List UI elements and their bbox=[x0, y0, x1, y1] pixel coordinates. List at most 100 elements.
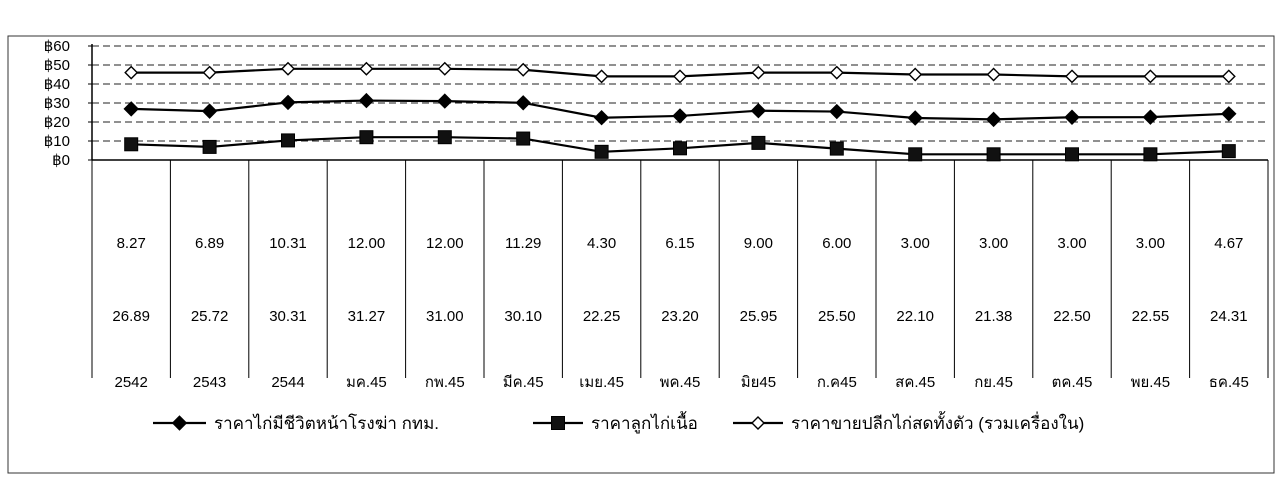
table-cell-chick-price: 10.31 bbox=[269, 235, 307, 252]
live-chicken-price-point bbox=[1221, 106, 1237, 122]
table-cell-chick-price: 6.00 bbox=[822, 235, 851, 252]
legend-label: ราคาไก่มีชีวิตหน้าโรงฆ่า กทม. bbox=[214, 413, 439, 433]
retail-chicken-price-point bbox=[908, 67, 923, 82]
chick-price-point bbox=[1143, 147, 1158, 162]
live-chicken-price-point bbox=[750, 102, 767, 119]
chick-price-point bbox=[124, 137, 139, 152]
live-chicken-price-point bbox=[515, 95, 531, 111]
chick-price-point bbox=[908, 147, 923, 162]
table-cell-chick-price: 6.89 bbox=[195, 235, 224, 252]
retail-chicken-price-point bbox=[594, 69, 609, 84]
x-tick-label: มิย45 bbox=[741, 374, 776, 391]
y-tick-label: ฿0 bbox=[52, 152, 70, 169]
data-table: 8.27 6.89 10.31 12.00 12.00 11.29 4.30 6.15 9.00… bbox=[91, 160, 1269, 391]
live-chicken-price-point bbox=[358, 92, 375, 109]
retail-chicken-price-point bbox=[673, 69, 687, 84]
live-chicken-price-point bbox=[437, 93, 453, 109]
x-tick-label: เมย.45 bbox=[579, 374, 624, 391]
retail-chicken-price-point bbox=[359, 61, 374, 76]
table-cell-live-chicken-price: 26.89 bbox=[112, 308, 150, 325]
chick-price-point bbox=[202, 139, 217, 154]
legend-label: ราคาลูกไก่เนื้อ bbox=[591, 411, 698, 434]
table-cell-chick-price: 6.15 bbox=[665, 235, 694, 252]
live-chicken-price-point bbox=[123, 101, 139, 117]
live-chicken-price-point bbox=[672, 108, 688, 124]
retail-chicken-price-point bbox=[281, 61, 295, 76]
chick-price-point bbox=[986, 147, 1001, 162]
retail-chicken-price-point bbox=[1065, 69, 1079, 84]
table-cell-live-chicken-price: 22.10 bbox=[896, 308, 934, 325]
table-cell-chick-price: 12.00 bbox=[348, 235, 386, 252]
legend-marker bbox=[751, 416, 765, 430]
x-tick-label: ตค.45 bbox=[1052, 374, 1093, 391]
retail-chicken-price-point bbox=[202, 65, 217, 80]
chart-border bbox=[7, 35, 1275, 474]
retail-chicken-price-point bbox=[516, 62, 531, 77]
x-tick-label: ก.ค45 bbox=[817, 374, 857, 391]
x-tick-label: กย.45 bbox=[974, 374, 1013, 391]
x-tick-label: สค.45 bbox=[895, 374, 935, 391]
table-cell-live-chicken-price: 24.31 bbox=[1210, 308, 1248, 325]
chick-price-point bbox=[359, 130, 374, 145]
chick-price-point bbox=[281, 133, 295, 148]
legend: ราคาไก่มีชีวิตหน้าโรงฆ่า กทม. ราคาลูกไก่เ… bbox=[153, 411, 1084, 434]
retail-chicken-price-point bbox=[437, 61, 452, 76]
table-cell-live-chicken-price: 22.55 bbox=[1132, 308, 1170, 325]
table-cell-live-chicken-price: 25.50 bbox=[818, 308, 856, 325]
retail-chicken-price-point bbox=[751, 65, 766, 80]
live-chicken-price-point bbox=[907, 110, 923, 126]
table-cell-chick-price: 4.67 bbox=[1214, 235, 1243, 252]
live-chicken-price-point bbox=[593, 110, 610, 126]
live-chicken-price-point bbox=[201, 103, 218, 119]
y-tick-label: ฿10 bbox=[44, 133, 70, 150]
table-cell-chick-price: 3.00 bbox=[901, 235, 930, 252]
legend-label: ราคาขายปลีกไก่สดทั้งตัว (รวมเครื่องใน) bbox=[791, 411, 1084, 433]
x-tick-label: 2543 bbox=[193, 374, 226, 391]
chick-price-point bbox=[516, 131, 531, 146]
table-cell-chick-price: 4.30 bbox=[587, 235, 616, 252]
y-axis: ฿0 ฿10 ฿20 ฿30 ฿40 ฿50 ฿60 bbox=[44, 38, 92, 169]
table-cell-chick-price: 3.00 bbox=[1057, 235, 1086, 252]
y-tick-label: ฿30 bbox=[44, 95, 70, 112]
live-chicken-price-point bbox=[1064, 109, 1080, 125]
table-cell-live-chicken-price: 22.50 bbox=[1053, 308, 1091, 325]
x-tick-label: 2544 bbox=[271, 374, 304, 391]
chick-price-point bbox=[437, 130, 452, 145]
x-tick-label: ธค.45 bbox=[1209, 374, 1249, 391]
table-cell-live-chicken-price: 21.38 bbox=[975, 308, 1013, 325]
retail-chicken-price-point bbox=[124, 65, 139, 80]
table-cell-chick-price: 11.29 bbox=[505, 235, 541, 252]
x-tick-label: พค.45 bbox=[660, 374, 701, 391]
table-cell-chick-price: 3.00 bbox=[1136, 235, 1165, 252]
live-chicken-price-point bbox=[985, 111, 1002, 128]
live-chicken-price-point bbox=[1142, 109, 1159, 125]
legend-marker bbox=[171, 415, 188, 431]
table-cell-live-chicken-price: 31.27 bbox=[348, 308, 386, 325]
x-tick-label: มค.45 bbox=[346, 374, 387, 391]
live-chicken-price-point bbox=[829, 103, 845, 120]
table-cell-chick-price: 9.00 bbox=[744, 235, 773, 252]
retail-chicken-price-point bbox=[829, 65, 844, 80]
chick-price-point bbox=[829, 141, 844, 156]
retail-chicken-price-point bbox=[1221, 69, 1236, 84]
chick-price-point bbox=[673, 141, 687, 156]
chick-price-point bbox=[1221, 144, 1236, 159]
y-tick-label: ฿40 bbox=[44, 76, 70, 93]
table-cell-chick-price: 3.00 bbox=[979, 235, 1008, 252]
y-tick-label: ฿50 bbox=[44, 57, 70, 74]
table-cell-live-chicken-price: 23.20 bbox=[661, 308, 699, 325]
x-tick-label: 2542 bbox=[115, 374, 148, 391]
table-cell-live-chicken-price: 22.25 bbox=[583, 308, 621, 325]
x-tick-label: มีค.45 bbox=[503, 374, 544, 391]
y-tick-label: ฿60 bbox=[44, 38, 70, 55]
chick-price-point bbox=[594, 144, 609, 159]
x-tick-label: พย.45 bbox=[1131, 374, 1171, 391]
chick-price-point bbox=[751, 135, 766, 150]
chick-price-point bbox=[1065, 147, 1079, 162]
x-tick-label: กพ.45 bbox=[425, 374, 465, 391]
y-tick-label: ฿20 bbox=[44, 114, 70, 131]
table-cell-chick-price: 8.27 bbox=[117, 235, 146, 252]
table-cell-live-chicken-price: 30.10 bbox=[504, 308, 542, 325]
series-markers bbox=[123, 61, 1237, 162]
